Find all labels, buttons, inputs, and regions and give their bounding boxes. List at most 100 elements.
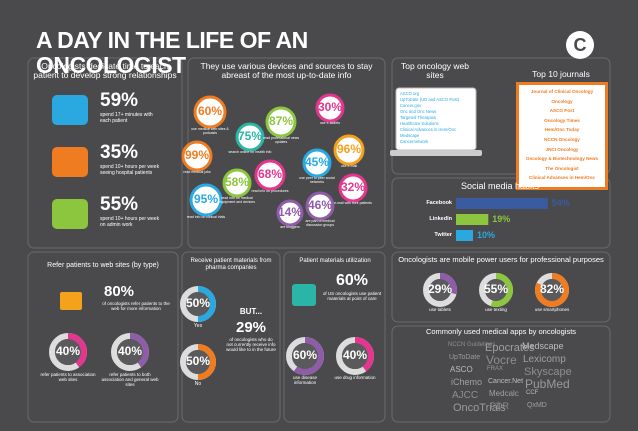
donut-hole: [342, 343, 368, 369]
website: Cancer.gov: [400, 103, 422, 108]
bubble-stat: 14%: [278, 205, 303, 219]
heading: Receive patient materials from pharma co…: [190, 258, 272, 271]
donut-hole: [55, 339, 81, 365]
heading: Patient materials utilization: [299, 258, 371, 264]
donut-text: use smartphones: [534, 307, 570, 312]
donut-arc: [479, 273, 513, 307]
bubble-stat: 68%: [257, 167, 283, 181]
website: Cancernetwork: [400, 139, 429, 144]
icon: [52, 95, 88, 125]
journal: Hem/Onc Today: [544, 127, 580, 133]
bubble-text: use e-mail: [340, 164, 358, 168]
website: Healthcare Solutions: [400, 121, 439, 126]
bubble-stat: 32%: [340, 180, 366, 194]
journal: Oncology: [551, 98, 573, 104]
bubble: [189, 183, 223, 217]
social-label: 10%: [477, 230, 496, 240]
app-word: NCCN Guidelines: [448, 342, 496, 348]
social-label: 54%: [551, 198, 570, 208]
heading: Oncologists are mobile power users for p…: [398, 255, 604, 264]
bubble-stat: 58%: [224, 175, 250, 189]
journal: Oncology Times: [544, 117, 580, 123]
monitor-base: [390, 150, 482, 156]
stat-text: spend 10+ hours per week on admin work: [100, 216, 160, 228]
bubble-stat: 95%: [193, 192, 219, 206]
but: BUT...: [239, 307, 263, 316]
website: ASCO.org: [400, 91, 420, 96]
app-word: Medscape: [522, 341, 564, 351]
heading: Top oncology web sites: [400, 61, 470, 81]
donut-text: Yes: [193, 323, 203, 329]
website: Medscape: [400, 133, 420, 138]
bubble-stat: 60%: [197, 104, 223, 118]
bubble: [235, 122, 265, 152]
bubble-text: use medical web sites & podcasts: [191, 127, 229, 135]
icon: [52, 199, 88, 229]
social-bar: [456, 230, 473, 241]
bubble-text: use peer to peer social networks: [299, 176, 335, 184]
donut-arc: [111, 333, 149, 371]
bubble: [222, 168, 252, 198]
app-word: Vocre: [486, 353, 517, 367]
laptop-icon: [60, 292, 82, 310]
journal: The Oncologist: [545, 165, 579, 171]
social-name: Facebook: [426, 200, 452, 206]
app-word: QxMD: [527, 402, 547, 409]
stat: 29%: [235, 319, 267, 336]
journal: Journal of Clinical Oncology: [530, 89, 594, 94]
app-word: ASCO: [450, 365, 473, 374]
donut-arc: [180, 286, 216, 322]
bubble-text: read info on clinical trials: [186, 215, 226, 219]
app-word: Skyscape: [524, 366, 572, 378]
app-word: Medcalc: [489, 389, 519, 398]
social-bar: [456, 214, 489, 225]
title: A DAY IN THE LIFE OF AN ONCOLOGIST: [36, 27, 308, 79]
donut-text: use disease information: [292, 375, 318, 385]
app-word: UpToDate: [449, 354, 481, 361]
app-word: Cancer.Net: [488, 378, 524, 385]
donut-text: use texting: [485, 307, 507, 312]
stat-text: of oncologists who do not currently rece…: [226, 337, 276, 352]
stat-text: spend 10+ hours per week seeing hospital…: [100, 164, 160, 176]
heading: Social media habits: [460, 181, 540, 191]
app-word: AJCC: [452, 390, 479, 401]
donut-hole: [117, 339, 143, 365]
donut-hole: [541, 279, 563, 301]
donut-hole: [292, 343, 318, 369]
donut-label: 40%: [342, 348, 368, 362]
bubble-text: are bloggers: [280, 225, 300, 229]
journal: Oncology & Biotechnology News: [525, 156, 599, 162]
icon: [52, 147, 88, 177]
donut-arc: [535, 273, 569, 307]
bubble-stat: 87%: [268, 114, 294, 128]
bubble-text: read medical jobs: [183, 170, 211, 174]
bubble: [315, 93, 345, 123]
bubble: [338, 173, 368, 203]
donut-label: 50%: [185, 296, 211, 310]
donut-text: use drug information: [334, 375, 376, 380]
website: UpToDate (UD and ASCO Post): [400, 97, 460, 102]
donut-text: No: [194, 381, 202, 387]
donut-label: 55%: [483, 282, 509, 296]
stat-text: spend 17+ minutes with each patient: [100, 112, 153, 124]
donut-text: use tablets: [429, 307, 451, 312]
bubble: [305, 191, 335, 221]
heading: Top 10 journals: [532, 69, 590, 79]
bubble: [193, 95, 227, 129]
bubble: [254, 159, 286, 191]
heading: Oncologists dedicate time to each patien…: [33, 61, 177, 81]
donut-arc: [336, 337, 374, 375]
website: Onc and Onc News: [400, 109, 437, 114]
heading: They use various devices and sources to …: [200, 61, 373, 81]
donut-arc: [49, 333, 87, 371]
bubble: [333, 134, 365, 166]
donut-hole: [429, 279, 451, 301]
donut-label: 82%: [539, 282, 565, 296]
stat-text: of oncologists refer patients to the web…: [102, 301, 170, 311]
stat: 55%: [100, 194, 139, 215]
stat: 35%: [100, 142, 139, 163]
logo-circle: [566, 31, 594, 59]
stat: 80%: [104, 283, 135, 300]
